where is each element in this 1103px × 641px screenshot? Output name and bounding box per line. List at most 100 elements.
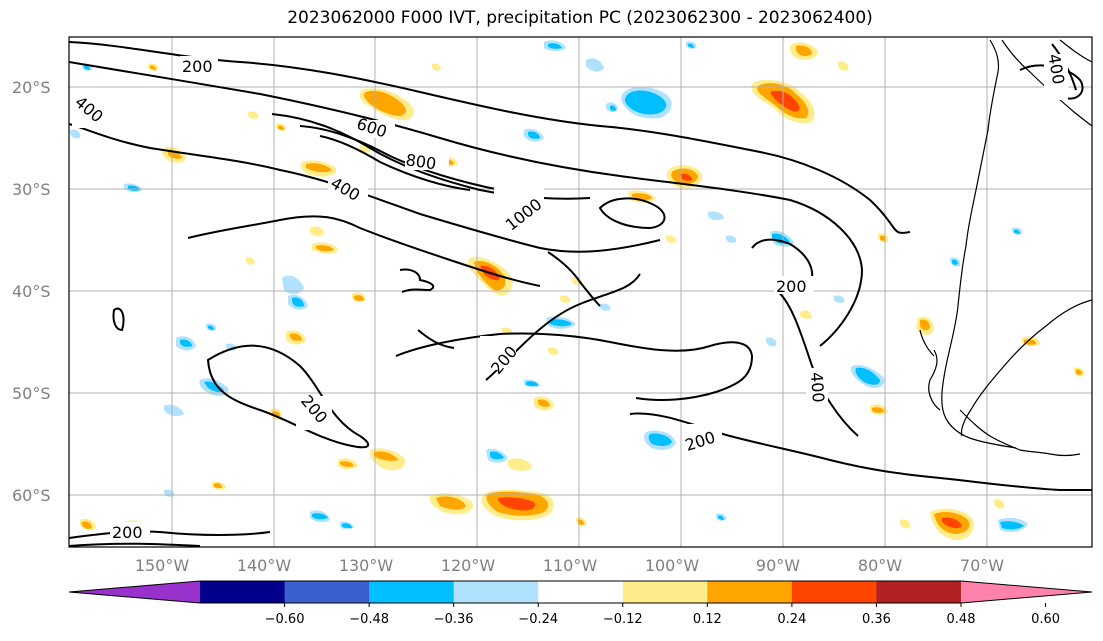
lon-label-150w: 150°W xyxy=(135,556,190,575)
precip-patch xyxy=(278,125,284,130)
precip-patch xyxy=(680,173,692,181)
precip-patch xyxy=(688,43,694,48)
longitude-labels: 150°W 140°W 130°W 120°W 110°W 100°W 90°W… xyxy=(135,556,1004,575)
colorbar-segment xyxy=(284,581,370,603)
precip-patch xyxy=(340,461,354,467)
precip-patch xyxy=(625,90,667,115)
colorbar-extend-min xyxy=(69,581,200,603)
colorbar-tick-label: 0.36 xyxy=(862,612,891,627)
precip-patch xyxy=(1014,229,1020,234)
precip-patch xyxy=(708,211,724,221)
colorbar-segment xyxy=(707,581,793,603)
contour-line xyxy=(417,329,455,349)
colorbar-tick-label: −0.36 xyxy=(434,612,474,627)
precip-patch xyxy=(180,339,192,347)
contour-line xyxy=(751,238,814,287)
colorbar: −0.60 −0.48 −0.36 −0.24 −0.12 0.12 0.24 0.36 0.4… xyxy=(68,580,1093,627)
contour-labels: 200 400 600 800 1000 400 200 200 200 400… xyxy=(71,52,1068,542)
precip-patch xyxy=(208,325,214,330)
ivt-contours xyxy=(69,41,1092,547)
lat-label-30s: 30°S xyxy=(12,180,51,199)
colorbar-segment xyxy=(453,581,539,603)
precip-patch xyxy=(490,451,504,460)
precip-patch xyxy=(282,275,304,295)
precip-patch xyxy=(310,226,324,237)
precip-patch xyxy=(718,515,724,520)
precip-patch xyxy=(84,65,90,70)
colorbar-segment xyxy=(791,581,877,603)
colorbar-segment xyxy=(876,581,962,603)
precip-patch xyxy=(648,433,672,446)
latitude-labels: 20°S 30°S 40°S 50°S 60°S xyxy=(12,78,51,505)
precip-patch xyxy=(610,105,616,111)
lat-label-20s: 20°S xyxy=(12,78,51,97)
contour-line xyxy=(1019,64,1084,100)
precip-patch xyxy=(1024,339,1036,345)
precip-patch xyxy=(306,163,332,173)
precip-patch xyxy=(666,235,677,243)
contour-line xyxy=(206,344,370,449)
precip-patch xyxy=(508,458,532,471)
precip-patch xyxy=(292,297,304,307)
precip-patch xyxy=(290,333,302,341)
precip-patch xyxy=(920,319,930,331)
lat-label-50s: 50°S xyxy=(12,384,51,403)
precip-patch xyxy=(838,61,849,71)
precip-patch xyxy=(374,451,398,461)
plot-border xyxy=(68,36,1093,548)
precip-patch xyxy=(164,404,184,417)
lon-label-90w: 90°W xyxy=(756,556,800,575)
precip-patch xyxy=(766,337,777,347)
precip-patch xyxy=(316,245,334,252)
contour-line xyxy=(399,268,435,293)
coastline xyxy=(919,39,1092,457)
precip-patch xyxy=(342,523,352,528)
colorbar-tick-label: 0.60 xyxy=(1031,612,1060,627)
contour-line xyxy=(69,61,864,347)
precip-patch xyxy=(526,381,538,386)
contour-line xyxy=(112,307,125,332)
colorbar-tick-label: −0.12 xyxy=(603,612,643,627)
contour-label: 400 xyxy=(807,371,828,403)
colorbar-tick-label: 0.24 xyxy=(777,612,806,627)
contour-line xyxy=(547,251,601,307)
contour-line xyxy=(69,542,201,547)
contour-line xyxy=(299,125,501,191)
map-plot-area: 200 400 600 800 1000 400 200 200 200 400… xyxy=(69,37,1092,547)
precip-patch xyxy=(834,295,845,303)
colorbar-tick-label: 0.48 xyxy=(947,612,976,627)
precip-patch xyxy=(312,513,328,520)
contour-line xyxy=(187,215,541,287)
lon-label-80w: 80°W xyxy=(858,556,902,575)
contour-line xyxy=(69,530,271,539)
precip-patch xyxy=(548,347,559,355)
precip-negative-patches xyxy=(70,40,1028,532)
lat-label-40s: 40°S xyxy=(12,282,51,301)
contour-label: 200 xyxy=(776,277,807,296)
colorbar-extend-max xyxy=(961,581,1092,603)
precip-patch xyxy=(363,90,406,116)
precip-patch xyxy=(550,319,572,327)
precip-patch xyxy=(872,407,884,413)
contour-label: 200 xyxy=(112,523,143,542)
contour-line xyxy=(395,332,754,401)
contour-line xyxy=(775,289,859,437)
precip-patch xyxy=(150,65,156,70)
precip-patch xyxy=(528,131,540,139)
precip-patch xyxy=(770,90,800,112)
precip-patch xyxy=(560,295,571,303)
precip-patch xyxy=(1000,521,1024,530)
precip-patch xyxy=(432,63,441,71)
precip-patch xyxy=(498,497,536,511)
precip-patch xyxy=(900,519,911,529)
colorbar-segment xyxy=(200,581,286,603)
lon-label-120w: 120°W xyxy=(441,556,496,575)
precip-patch xyxy=(354,295,364,301)
colorbar-tick-label: 0.12 xyxy=(693,612,722,627)
map-title: 2023062000 F000 IVT, precipitation PC (2… xyxy=(287,8,873,28)
lon-label-110w: 110°W xyxy=(543,556,598,575)
precip-patch xyxy=(942,517,962,529)
precip-patch xyxy=(952,259,958,265)
precip-patch xyxy=(1076,369,1082,375)
